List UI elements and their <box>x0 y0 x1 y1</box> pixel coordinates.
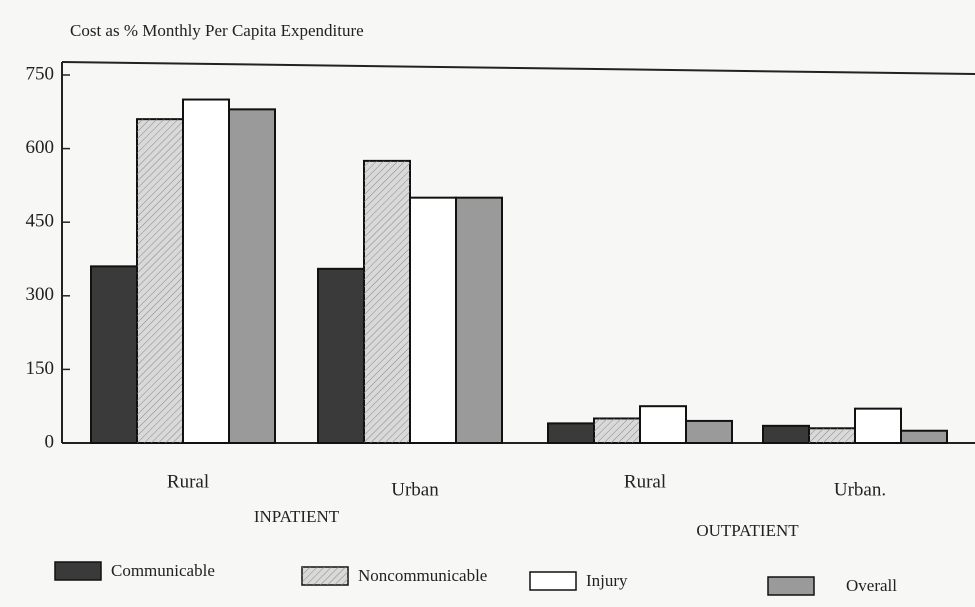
frame-top <box>61 61 975 75</box>
bar <box>854 407 902 444</box>
bar <box>136 118 184 444</box>
y-tick-label: 0 <box>45 431 55 452</box>
x-tick-label: Rural <box>167 471 209 492</box>
legend-hatch <box>302 567 348 585</box>
legend-label: Noncommunicable <box>358 566 487 585</box>
bar <box>593 417 641 445</box>
bar <box>228 108 276 444</box>
legend-swatch <box>54 561 102 581</box>
bar <box>639 405 687 445</box>
bar <box>455 196 503 444</box>
y-tick-label: 750 <box>26 63 55 84</box>
x-tick-label: Urban <box>391 479 439 500</box>
y-axis-label: Cost as % Monthly Per Capita Expenditure <box>70 21 364 40</box>
y-tick-label: 150 <box>26 358 55 379</box>
bar <box>363 159 411 444</box>
group-label: INPATIENT <box>254 507 340 526</box>
legend-swatch <box>767 576 815 596</box>
bar <box>685 419 733 445</box>
bar <box>808 427 856 444</box>
bar <box>762 424 810 444</box>
bar <box>182 98 230 445</box>
legend-label: Communicable <box>111 561 215 580</box>
x-tick-label: Urban. <box>834 479 886 500</box>
legend-label: Overall <box>846 576 897 595</box>
y-tick-label: 450 <box>26 211 55 232</box>
y-tick-label: 600 <box>26 137 55 158</box>
bar <box>317 267 365 444</box>
bar <box>409 196 457 444</box>
x-tick-label: Rural <box>624 471 666 492</box>
group-label: OUTPATIENT <box>696 521 799 540</box>
legend-swatch <box>529 571 577 591</box>
y-tick-label: 300 <box>26 284 55 305</box>
bar <box>900 429 948 445</box>
legend-label: Injury <box>586 571 628 590</box>
bar <box>90 265 138 444</box>
bar <box>547 422 595 444</box>
